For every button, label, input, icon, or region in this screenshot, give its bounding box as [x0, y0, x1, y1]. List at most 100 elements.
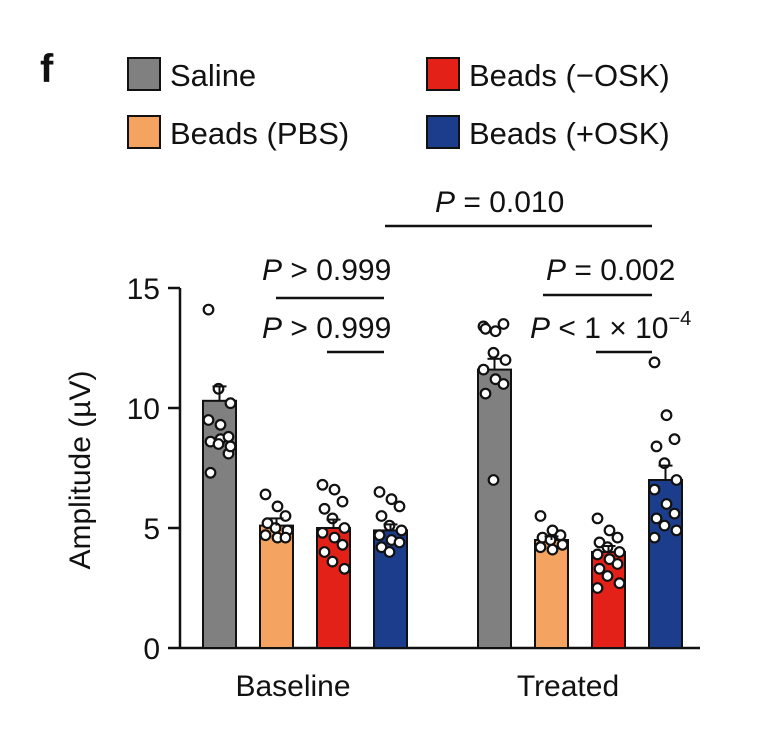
data-point-baseline-beads-plus-osk [385, 493, 398, 506]
annotation-text: P > 0.999 [262, 312, 391, 345]
annotation-text: P = 0.010 [435, 186, 564, 219]
data-point-baseline-beads-minus-osk [326, 555, 339, 568]
annotation-rest: < 1 × 10 [550, 312, 668, 345]
data-point-treated-saline [479, 322, 492, 335]
legend-label-beads-plus-osk: Beads (+OSK) [469, 116, 670, 151]
data-point-baseline-beads-minus-osk [338, 522, 351, 534]
data-point-baseline-saline [202, 303, 215, 316]
data-point-baseline-beads-minus-osk [328, 483, 341, 496]
data-point-baseline-beads-plus-osk [393, 500, 406, 513]
data-point-treated-beads-pbs [556, 538, 569, 551]
annotation-text: P < 1 × 10−4 [530, 308, 691, 345]
error-bars [212, 357, 673, 552]
data-point-treated-beads-plus-osk [670, 474, 683, 486]
legend-label-beads-pbs: Beads (PBS) [170, 116, 349, 151]
y-tick-label: 10 [127, 393, 160, 426]
data-point-baseline-beads-minus-osk [318, 546, 331, 558]
legend-swatch-beads-pbs [127, 115, 161, 149]
data-point-treated-beads-plus-osk [660, 409, 673, 422]
data-point-treated-saline [479, 387, 492, 400]
y-tick-label: 0 [143, 633, 160, 666]
y-tick-label: 5 [143, 513, 160, 546]
legend-label-beads-minus-osk: Beads (−OSK) [469, 58, 670, 93]
data-point-baseline-beads-minus-osk [318, 502, 331, 515]
data-point-baseline-beads-plus-osk [373, 486, 386, 498]
data-point-treated-beads-minus-osk [603, 524, 616, 537]
annotation-text: P = 0.002 [546, 254, 675, 287]
data-point-treated-beads-minus-osk [613, 577, 626, 590]
data-point-baseline-saline [212, 438, 225, 450]
significance-annotations: P > 0.999 P > 0.999 P = 0.010 P = 0.002 … [262, 186, 691, 354]
data-point-baseline-beads-plus-osk [393, 536, 406, 549]
annotation-italic: P [262, 312, 282, 345]
data-point-treated-beads-plus-osk [648, 356, 661, 369]
data-point-baseline-beads-minus-osk [316, 478, 329, 491]
annotation-treated-minus-osk-vs-plus-osk: P < 1 × 10−4 [530, 308, 691, 354]
data-point-treated-beads-minus-osk [611, 531, 624, 544]
panel-label: f [40, 47, 54, 91]
data-point-treated-beads-minus-osk [611, 558, 624, 570]
data-point-baseline-beads-minus-osk [316, 526, 329, 539]
legend-item-beads-plus-osk: Beads (+OSK) [426, 115, 670, 151]
annotation-rest: > 0.999 [282, 312, 391, 345]
annotation-rest: > 0.999 [282, 254, 391, 287]
data-point-baseline-saline [202, 414, 215, 426]
data-point-baseline-beads-plus-osk [383, 546, 396, 558]
x-category-baseline: Baseline [235, 670, 350, 703]
data-point-baseline-beads-pbs [271, 500, 284, 513]
annotation-baseline-minus-osk-vs-plus-osk: P > 0.999 [262, 312, 391, 354]
data-point-baseline-beads-minus-osk [338, 562, 351, 575]
bar-baseline-beads-pbs [259, 524, 294, 649]
data-point-treated-beads-plus-osk [668, 433, 681, 446]
legend-item-saline: Saline [127, 57, 256, 93]
bar-treated-beads-pbs [534, 539, 569, 649]
data-point-treated-saline [487, 474, 500, 486]
annotation-italic: P [546, 254, 566, 287]
legend-label-saline: Saline [170, 58, 256, 93]
data-point-treated-beads-pbs [546, 543, 559, 556]
annotation-italic: P [262, 254, 282, 287]
annotation-text: P > 0.999 [262, 254, 391, 287]
data-point-baseline-beads-plus-osk [395, 524, 408, 537]
annotation-superscript: −4 [668, 308, 691, 330]
data-point-treated-beads-plus-osk [648, 531, 661, 544]
data-point-baseline-beads-plus-osk [373, 529, 386, 542]
legend-swatch-beads-minus-osk [426, 57, 460, 91]
data-point-treated-beads-plus-osk [658, 519, 671, 532]
data-point-treated-beads-plus-osk [650, 440, 663, 453]
data-point-treated-beads-minus-osk [613, 546, 626, 558]
data-point-treated-beads-minus-osk [591, 548, 604, 561]
data-point-treated-saline [489, 325, 502, 338]
data-points [202, 303, 683, 594]
data-point-treated-beads-plus-osk [660, 498, 673, 510]
data-point-treated-beads-pbs [534, 510, 547, 522]
data-point-treated-saline [499, 354, 512, 366]
data-point-baseline-beads-plus-osk [375, 510, 388, 522]
data-point-baseline-beads-minus-osk [336, 538, 349, 551]
annotation-baseline-pbs-vs-plus-osk: P > 0.999 [262, 254, 391, 300]
annotation-italic: P [435, 186, 455, 219]
data-point-baseline-saline [214, 418, 227, 431]
data-point-treated-beads-pbs [554, 529, 567, 542]
data-point-treated-saline [497, 378, 510, 390]
data-point-treated-beads-plus-osk [648, 483, 661, 496]
annotation-italic: P [530, 312, 550, 345]
data-point-baseline-beads-pbs [279, 531, 292, 544]
data-point-baseline-beads-minus-osk [336, 495, 349, 508]
legend-item-beads-minus-osk: Beads (−OSK) [426, 57, 670, 93]
legend: Saline Beads (−OSK) Beads (PBS) Beads (+… [127, 57, 670, 151]
legend-swatch-saline [127, 57, 161, 91]
data-point-baseline-saline [224, 440, 237, 453]
data-point-treated-saline [477, 363, 490, 376]
y-axis-label: Amplitude (µV) [64, 370, 97, 569]
data-point-treated-saline [487, 346, 500, 359]
y-tick-label: 15 [127, 273, 160, 306]
data-point-treated-saline [497, 318, 510, 330]
annotation-treated-pbs-vs-plus-osk: P = 0.002 [543, 254, 675, 297]
annotation-plus-osk-baseline-vs-treated: P = 0.010 [385, 186, 652, 228]
data-point-baseline-beads-minus-osk [328, 531, 341, 544]
legend-swatch-beads-plus-osk [426, 115, 460, 149]
data-point-baseline-saline [224, 397, 237, 410]
legend-item-beads-pbs: Beads (PBS) [127, 115, 349, 151]
